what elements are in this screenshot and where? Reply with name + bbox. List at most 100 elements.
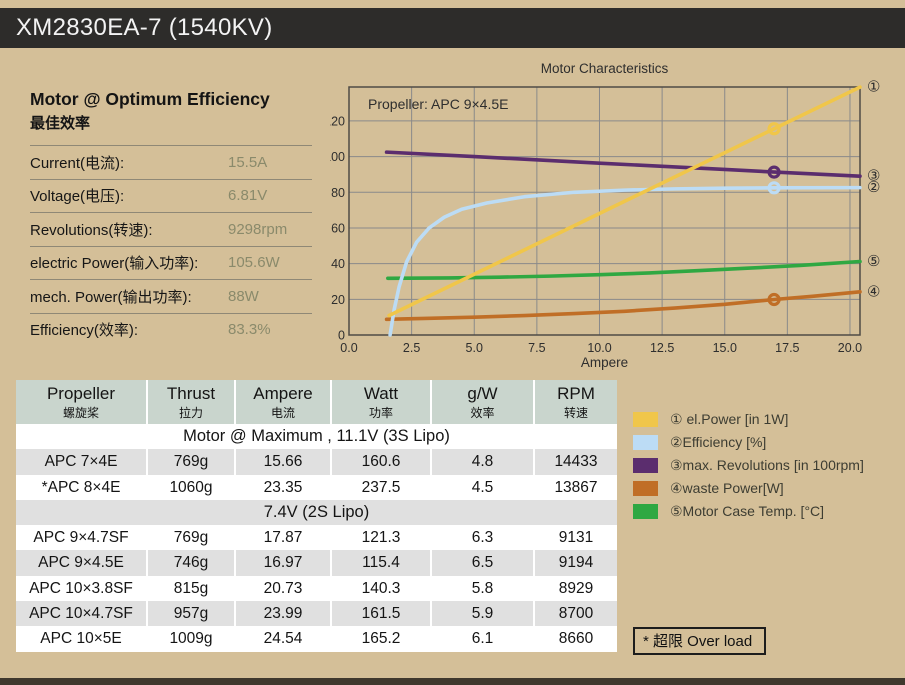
table-cell: 8700 [533, 601, 617, 627]
x-tick-label: 0.0 [340, 341, 357, 355]
series-marker-① [767, 122, 781, 136]
column-header-zh: 拉力 [178, 406, 203, 420]
column-header: g/W 效率 [430, 380, 533, 424]
column-header: Propeller 螺旋桨 [16, 380, 146, 424]
column-header-en: RPM [557, 384, 595, 403]
legend-color-swatch [633, 481, 658, 496]
table-row: APC 10×5E 1009g 24.54 165.2 6.1 8660 [16, 626, 617, 652]
table-row: APC 7×4E 769g 15.66 160.6 4.8 14433 [16, 449, 617, 475]
table-cell: APC 10×3.8SF [29, 579, 133, 597]
legend-label: ③max. Revolutions [in 100rpm] [670, 457, 864, 473]
spec-value: 6.81V [228, 187, 268, 205]
column-header-zh: 螺旋桨 [62, 406, 99, 420]
spec-row: Voltage(电压): 6.81V [30, 178, 312, 213]
table-cell: 6.5 [430, 550, 533, 576]
panel-subtitle-chinese: 最佳效率 [30, 115, 91, 132]
series-line-⑤ [386, 259, 862, 281]
table-cell: 140.3 [330, 575, 430, 602]
x-tick-label: 2.5 [403, 341, 420, 355]
spec-label: Efficiency(效率): [30, 322, 139, 340]
table-cell: 115.4 [330, 550, 430, 576]
series-end-label: ④ [867, 283, 880, 300]
table-section-row: Motor @ Maximum , 11.1V (3S Lipo) [16, 424, 617, 450]
spec-row: electric Power(输入功率): 105.6W [30, 245, 312, 280]
series-line-② [388, 185, 862, 337]
table-cell: 6.3 [430, 525, 533, 551]
chart-legend: ① el.Power [in 1W] ②Efficiency [%] ③max. R… [633, 408, 864, 523]
spec-row: Current(电流): 15.5A [30, 145, 312, 179]
table-cell: 1060g [146, 474, 234, 500]
spec-row: Revolutions(转速): 9298rpm [30, 212, 312, 246]
table-cell: 17.87 [234, 525, 330, 551]
spec-rows: Current(电流): 15.5A Voltage(电压): 6.81V Revolu… [30, 145, 312, 346]
legend-item: ⑤Motor Case Temp. [°C] [633, 500, 864, 523]
table-cell: APC 9×4.7SF [33, 529, 129, 547]
panel-title: Motor @ Optimum Efficiency [30, 89, 270, 109]
chart-annotation: Propeller: APC 9×4.5E [368, 96, 508, 112]
table-cell: 16.97 [234, 550, 330, 576]
column-header: RPM 转速 [533, 380, 617, 424]
table-cell: 9194 [533, 550, 617, 576]
table-cell: 6.1 [430, 626, 533, 652]
legend-item: ③max. Revolutions [in 100rpm] [633, 454, 864, 477]
table-cell: 161.5 [330, 601, 430, 627]
spec-label: mech. Power(输出功率): [30, 288, 192, 306]
table-cell: 20.73 [234, 575, 330, 602]
series-marker-④ [767, 292, 781, 307]
column-header: Watt 功率 [330, 380, 430, 424]
spec-label: Revolutions(转速): [30, 221, 153, 239]
table-cell: 9131 [533, 525, 617, 551]
table-row: APC 9×4.7SF 769g 17.87 121.3 6.3 9131 [16, 525, 617, 551]
table-cell: APC 10×5E [40, 630, 122, 648]
column-header-en: Thrust [166, 384, 216, 403]
title-bar: XM2830EA-7 (1540KV) [0, 8, 905, 48]
spec-label: Voltage(电压): [30, 188, 125, 206]
table-cell: 815g [146, 575, 234, 602]
table-cell: 14433 [533, 449, 617, 475]
column-header-en: Ampere [253, 384, 313, 403]
y-tick-label: 60 [331, 221, 345, 235]
x-tick-label: 12.5 [650, 341, 674, 355]
series-marker-③ [767, 165, 781, 179]
column-header-en: Propeller [46, 384, 116, 403]
y-tick-label: 80 [331, 186, 345, 200]
y-tick-label: 100 [330, 150, 345, 164]
x-axis-label: Ampere [581, 355, 628, 370]
x-tick-label: 7.5 [528, 341, 545, 355]
column-header-en: Watt [363, 384, 399, 403]
table-cell: APC 9×4.5E [38, 554, 124, 572]
table-cell: 4.5 [430, 474, 533, 500]
table-cell: 4.8 [430, 449, 533, 475]
x-tick-label: 15.0 [713, 341, 737, 355]
table-cell: 957g [146, 601, 234, 627]
legend-color-swatch [633, 412, 658, 427]
series-line-③ [384, 150, 862, 179]
plot-frame [348, 86, 861, 336]
x-tick-label: 20.0 [838, 341, 862, 355]
legend-item: ① el.Power [in 1W] [633, 408, 864, 431]
table-cell: 5.8 [430, 575, 533, 602]
table-row: APC 10×4.7SF 957g 23.99 161.5 5.9 8700 [16, 601, 617, 627]
table-cell: APC 10×4.7SF [29, 605, 133, 623]
table-cell: 746g [146, 550, 234, 576]
overload-note: * 超限 Over load [633, 627, 767, 655]
spec-value: 105.6W [228, 254, 280, 272]
spec-row: mech. Power(输出功率): 88W [30, 279, 312, 313]
table-cell: 769g [146, 449, 234, 475]
column-header-zh: 转速 [563, 406, 588, 420]
y-tick-label: 20 [331, 293, 345, 307]
page-title: XM2830EA-7 (1540KV) [16, 14, 273, 41]
spec-value: 88W [228, 287, 259, 305]
legend-item: ②Efficiency [%] [633, 431, 864, 454]
y-tick-label: 40 [331, 257, 345, 271]
legend-label: ④waste Power[W] [670, 480, 784, 496]
series-marker-② [767, 181, 781, 195]
column-header-zh: 效率 [470, 406, 495, 420]
table-cell: 8660 [533, 626, 617, 652]
x-tick-label: 5.0 [466, 341, 483, 355]
series-end-label: ② [867, 179, 880, 196]
table-cell: APC 7×4E [44, 453, 118, 471]
table-cell: *APC 8×4E [41, 478, 121, 496]
legend-label: ① el.Power [in 1W] [670, 411, 789, 427]
